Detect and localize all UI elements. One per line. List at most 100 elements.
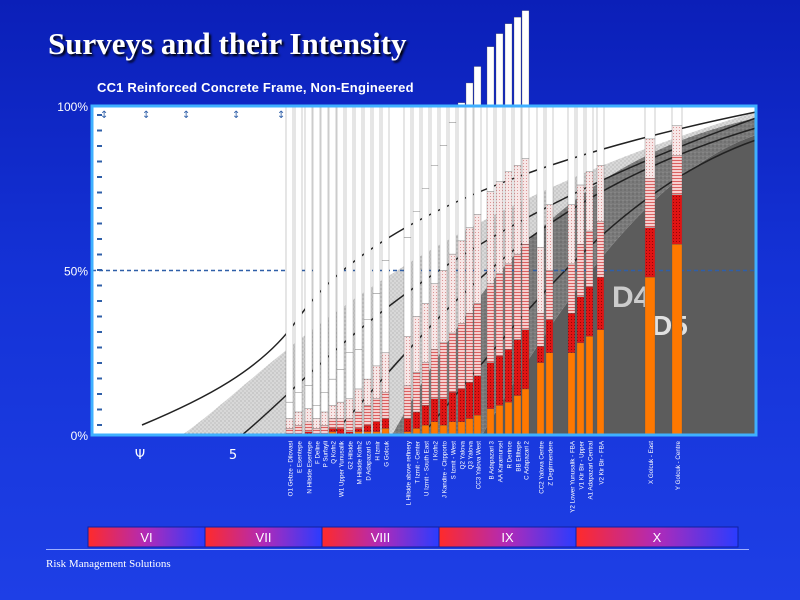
- bar-segment-d5: [504, 401, 513, 436]
- survey-label: W1 Upper Yunusalik: [339, 440, 346, 497]
- survey-label: I Kofn2: [433, 440, 440, 460]
- bar-segment-d2: [430, 283, 439, 350]
- bar-segment-d4: [536, 346, 545, 363]
- bar-segment-none: [312, 105, 321, 406]
- bar-segment-d5: [473, 415, 482, 436]
- survey-label: G Golcuk: [384, 440, 391, 467]
- survey-bar: [644, 105, 656, 436]
- bar-segment-d5: [465, 418, 474, 436]
- bar-segment-d1: [354, 349, 363, 390]
- bar-segment-d3: [412, 372, 421, 413]
- chart-subtitle: CC1 Reinforced Concrete Frame, Non-Engin…: [97, 80, 414, 95]
- bar-segment-d1: [473, 66, 482, 215]
- bar-segment-none: [336, 105, 345, 370]
- bar-segment-d4: [448, 392, 457, 422]
- intensity-band-label: VIII: [371, 530, 391, 545]
- survey-bar: [504, 23, 513, 436]
- bar-segment-d2: [671, 125, 683, 156]
- plot-edge-tick: [97, 207, 102, 209]
- survey-label: V1 Kir Bir - Upper: [579, 441, 586, 489]
- bar-segment-none: [381, 105, 390, 261]
- bar-segment-d1: [545, 105, 554, 205]
- survey-label: Z Degirmendere: [548, 440, 555, 485]
- survey-label: B Adapazari 3: [489, 440, 496, 479]
- bar-segment-d4: [585, 286, 594, 337]
- survey-bar: [439, 105, 448, 436]
- bar-segment-d2: [439, 270, 448, 344]
- bar-segment-d1: [486, 46, 495, 192]
- intensity-band-label: X: [653, 530, 662, 545]
- survey-bar: [421, 105, 430, 436]
- survey-label: Q3 Yalova: [468, 440, 475, 469]
- plot-border: [90, 104, 758, 437]
- bar-segment-d1: [495, 33, 504, 182]
- survey-label: L Hilside above refinery: [406, 440, 413, 505]
- bar-segment-d4: [486, 362, 495, 409]
- bar-segment-d3: [439, 342, 448, 399]
- bar-segment-d4: [439, 398, 448, 426]
- bar-segment-d2: [465, 227, 474, 314]
- bar-segment-d4: [567, 313, 576, 353]
- bar-segment-d4: [545, 319, 554, 353]
- bar-segment-none: [448, 105, 457, 123]
- survey-bar: [304, 105, 313, 436]
- bar-segment-d3: [363, 405, 372, 426]
- bar-segment-d1: [304, 385, 313, 409]
- bar-segment-d2: [457, 240, 466, 324]
- plot-edge-tick: [97, 145, 102, 147]
- bar-segment-d5: [545, 352, 554, 436]
- bar-segment-d5: [644, 276, 656, 436]
- bar-segment-d1: [644, 105, 656, 140]
- y-tick-label: 100%: [57, 100, 88, 114]
- plot-edge-tick: [97, 408, 102, 411]
- survey-bar: [412, 105, 421, 436]
- bar-segment-d5: [576, 342, 585, 436]
- survey-bar: [381, 105, 390, 436]
- bar-segment-d5: [448, 421, 457, 436]
- bar-segment-d1: [421, 188, 430, 304]
- bar-segment-d3: [304, 421, 313, 432]
- survey-bar: [465, 82, 474, 436]
- survey-label: M Hilside Kofn2: [357, 440, 364, 484]
- plot-edge-tick: [97, 424, 102, 426]
- survey-bar: [430, 105, 439, 436]
- survey-label: S Izmit - West: [451, 441, 458, 480]
- bar-segment-d4: [328, 428, 337, 432]
- bar-segment-d4: [495, 355, 504, 406]
- bar-segment-d2: [320, 411, 329, 426]
- survey-label: CC2 Yalova Centre: [539, 440, 546, 493]
- bar-segment-none: [412, 105, 421, 212]
- intensity-band-label: IX: [501, 530, 514, 545]
- bar-segment-d1: [596, 105, 605, 166]
- bar-segment-d4: [430, 398, 439, 422]
- survey-bar: [372, 105, 381, 436]
- plot-edge-tick: [97, 284, 102, 287]
- bar-segment-d2: [294, 411, 303, 426]
- plot-edge-tick: [97, 377, 102, 380]
- bar-segment-d3: [457, 322, 466, 390]
- bar-segment-none: [430, 105, 439, 166]
- bar-segment-d2: [312, 418, 321, 429]
- plot-edge-tick: [97, 253, 102, 256]
- bar-segment-d3: [567, 263, 576, 314]
- survey-bar: [285, 105, 294, 436]
- bar-segment-d2: [495, 181, 504, 274]
- bar-segment-d1: [513, 17, 522, 166]
- bar-segment-d1: [345, 352, 354, 399]
- bar-segment-d3: [596, 220, 605, 278]
- survey-bar: [457, 102, 466, 436]
- bar-segment-d2: [513, 165, 522, 255]
- survey-bar: [294, 105, 303, 436]
- background-label-d4: D4: [612, 281, 651, 314]
- fragility-curve-2: [241, 117, 757, 436]
- intensity-band-label: VI: [140, 530, 152, 545]
- bar-segment-d1: [381, 260, 390, 353]
- bar-segment-d2: [421, 303, 430, 363]
- bar-segment-d2: [644, 138, 656, 179]
- plot-edge-tick: [97, 129, 102, 132]
- survey-label: Q Kofn2: [331, 440, 338, 463]
- footer-text: Risk Management Solutions: [46, 558, 171, 570]
- intensity-band-label: VII: [256, 530, 272, 545]
- survey-bar: [545, 105, 554, 436]
